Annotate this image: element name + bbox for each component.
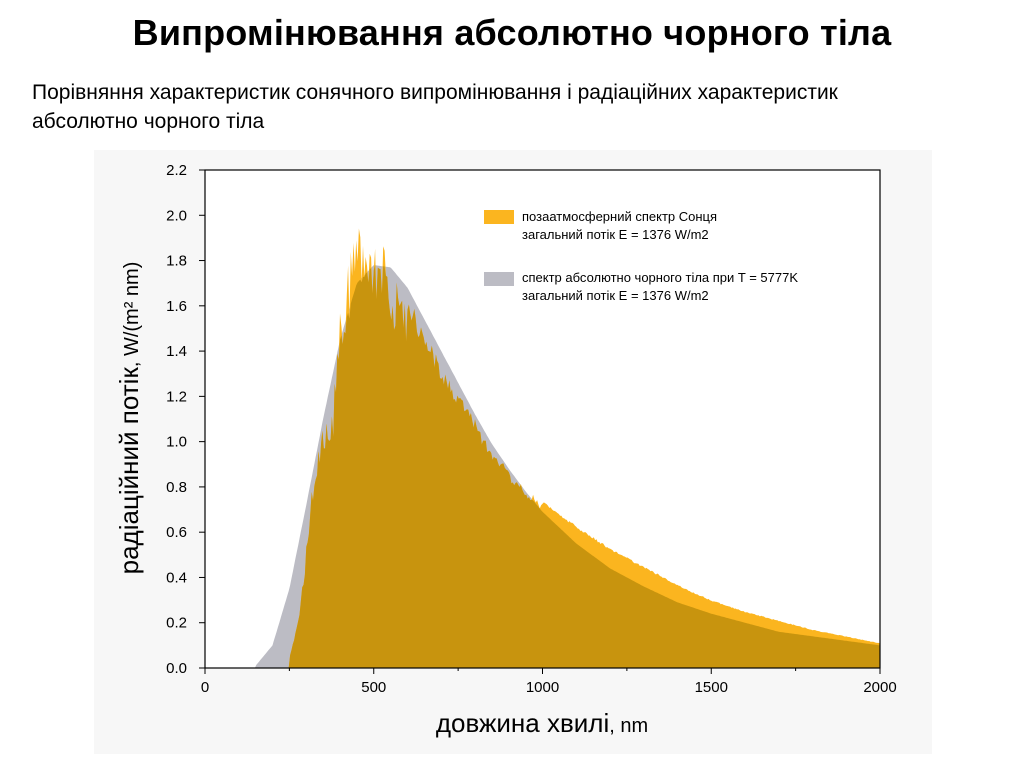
y-tick-label: 1.6 xyxy=(166,298,187,315)
y-tick-label: 1.0 xyxy=(166,434,187,451)
y-tick-label: 1.4 xyxy=(166,343,187,360)
spectrum-chart: 0 500 1000 1500 2000 0.0 0.2 0.4 0.6 0.8 1.0 1.2 1.… xyxy=(114,162,897,738)
y-axis-title-unit: , W/(m² nm) xyxy=(121,262,143,368)
legend-label-blackbody: спектр абсолютно чорного тіла при T = 57… xyxy=(522,270,798,285)
x-axis-title: довжина хвилі, nm xyxy=(436,708,648,738)
legend-note-solar: загальний потік E = 1376 W/m2 xyxy=(522,227,709,242)
slide-title: Випромінювання абсолютно чорного тіла xyxy=(132,12,892,53)
y-tick-label: 1.8 xyxy=(166,253,187,270)
legend-swatch-blackbody xyxy=(484,272,514,286)
y-tick-label: 0.4 xyxy=(166,569,187,586)
y-tick-label: 0.2 xyxy=(166,615,187,632)
y-axis-title-main: радіаційний потік xyxy=(114,367,144,575)
y-tick-label: 2.2 xyxy=(166,162,187,179)
overlap-area xyxy=(205,265,880,668)
chart-areas xyxy=(205,170,880,668)
y-tick-label: 0.8 xyxy=(166,479,187,496)
x-axis-title-unit: , nm xyxy=(609,715,648,737)
x-tick-label: 1000 xyxy=(526,679,559,696)
chart-panel: 0 500 1000 1500 2000 0.0 0.2 0.4 0.6 0.8 1.0 1.2 1.… xyxy=(94,150,932,754)
legend-note-blackbody: загальний потік E = 1376 W/m2 xyxy=(522,288,709,303)
y-tick-label: 1.2 xyxy=(166,388,187,405)
x-axis-ticks: 0 500 1000 1500 2000 xyxy=(201,668,897,696)
x-tick-label: 1500 xyxy=(695,679,728,696)
y-tick-label: 0.6 xyxy=(166,524,187,541)
y-axis-title: радіаційний потік, W/(m² nm) xyxy=(114,262,144,575)
legend-swatch-solar xyxy=(484,210,514,224)
y-axis-ticks: 0.0 0.2 0.4 0.6 0.8 1.0 1.2 1.4 1.6 1.8 2.0 2.2 xyxy=(166,162,205,677)
x-tick-label: 0 xyxy=(201,679,209,696)
y-tick-label: 2.0 xyxy=(166,207,187,224)
slide-subtitle: Порівняння характеристик сонячного випро… xyxy=(32,81,838,133)
y-tick-label: 0.0 xyxy=(166,660,187,677)
x-tick-label: 2000 xyxy=(863,679,896,696)
x-tick-label: 500 xyxy=(361,679,386,696)
legend-label-solar: позаатмосферний спектр Сонця xyxy=(522,209,717,224)
legend: позаатмосферний спектр Сонця загальний п… xyxy=(484,209,798,303)
x-axis-title-main: довжина хвилі xyxy=(436,708,609,738)
